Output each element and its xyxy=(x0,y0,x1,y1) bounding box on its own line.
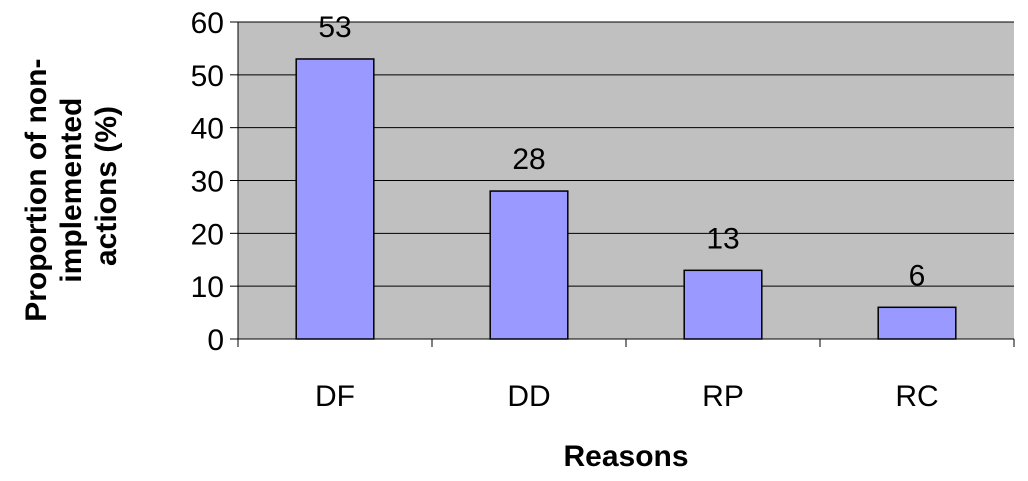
x-axis-title: Reasons xyxy=(563,440,688,473)
bar-dd xyxy=(489,190,569,340)
y-tick-label: 30 xyxy=(191,166,224,199)
y-tick-label: 60 xyxy=(191,7,224,40)
data-label: 53 xyxy=(318,11,351,44)
data-labels: 53 28 13 6 xyxy=(318,11,925,292)
x-tick-label: RC xyxy=(895,380,938,413)
x-tick-labels: DF DD RP RC xyxy=(315,380,939,413)
data-label: 28 xyxy=(512,143,545,176)
y-axis-title-line-3: actions (%) xyxy=(90,106,123,266)
y-axis-title: Proportion of non- implemented actions (… xyxy=(20,50,123,322)
bars xyxy=(295,58,957,340)
y-tick-label: 10 xyxy=(191,271,224,304)
y-tick-label: 20 xyxy=(191,218,224,251)
y-tick-label: 0 xyxy=(207,324,224,357)
y-axis-title-line-2: implemented xyxy=(55,98,88,283)
y-tick-label: 40 xyxy=(191,113,224,146)
x-tick-label: DF xyxy=(315,380,355,413)
bar-rc xyxy=(877,306,957,340)
bar-rp xyxy=(683,269,763,340)
y-axis-title-line-1: Proportion of non- xyxy=(20,59,53,322)
data-label: 13 xyxy=(706,222,739,255)
x-tick-label: DD xyxy=(507,380,550,413)
y-tick-labels: 0 10 20 30 40 50 60 xyxy=(191,7,224,357)
axes xyxy=(230,21,1015,347)
x-tick-label: RP xyxy=(702,380,744,413)
y-tick-label: 50 xyxy=(191,60,224,93)
bar-df xyxy=(295,58,375,340)
data-label: 6 xyxy=(909,259,926,292)
